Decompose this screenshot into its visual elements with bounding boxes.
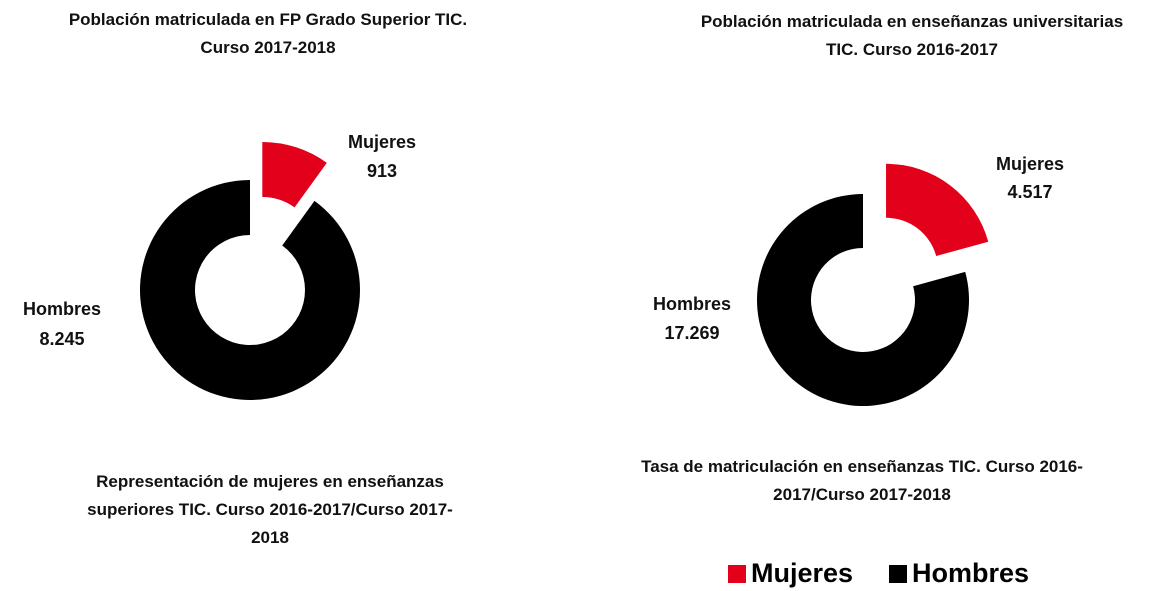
slice-label: Hombres xyxy=(23,299,101,319)
slice-value: 17.269 xyxy=(664,323,719,343)
legend: Mujeres Hombres xyxy=(728,558,1029,589)
legend-swatch xyxy=(728,564,746,583)
slice-value: 8.245 xyxy=(39,329,84,349)
legend-label: Mujeres xyxy=(751,558,854,588)
donut-slice xyxy=(139,180,360,400)
slice-value: 4.517 xyxy=(1007,182,1052,202)
slice-label: Mujeres xyxy=(348,132,416,152)
annotation: Representación de mujeres en enseñanzas … xyxy=(87,472,453,547)
donut-slice xyxy=(886,163,989,257)
chart-title: Población matriculada en enseñanzas univ… xyxy=(700,12,1124,59)
slice-value: 913 xyxy=(367,161,397,181)
donut-slice xyxy=(262,141,327,208)
slice-label: Hombres xyxy=(653,294,731,314)
donut-slice xyxy=(757,194,970,406)
legend-label: Hombres xyxy=(912,558,1030,588)
chart-title: Población matriculada en FP Grado Superi… xyxy=(68,10,468,57)
slice-label: Mujeres xyxy=(996,154,1064,174)
annotation: Tasa de matriculación en enseñanzas TIC.… xyxy=(641,457,1083,504)
legend-swatch xyxy=(889,564,908,583)
